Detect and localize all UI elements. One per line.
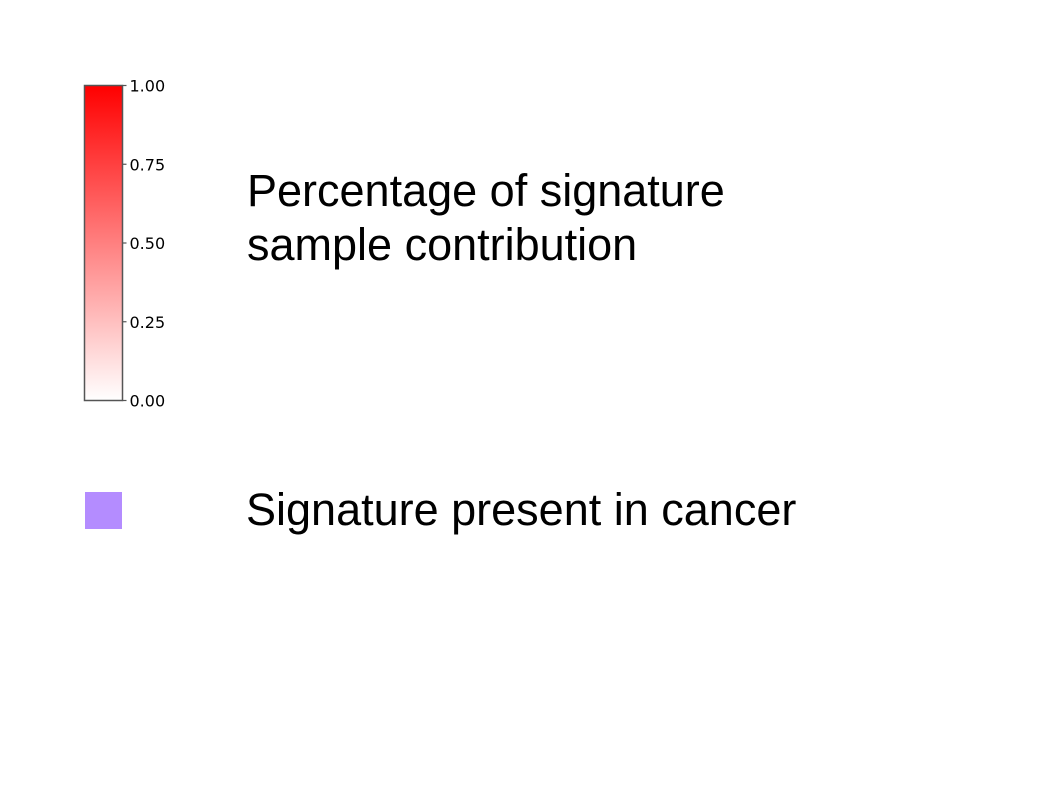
colorbar-title-line-2: sample contribution: [247, 219, 638, 270]
colorbar-gradient: [83, 84, 124, 402]
colorbar-tick-label-1: 0.25: [130, 313, 166, 332]
colorbar-tick-label-2: 0.50: [130, 234, 166, 253]
signature-present-swatch: [85, 492, 122, 529]
colorbar-title: Percentage of signature sample contribut…: [247, 164, 947, 272]
signature-present-label: Signature present in cancer: [246, 484, 797, 535]
colorbar-tick-label-4: 1.00: [130, 77, 166, 96]
colorbar-tick-label-0: 0.00: [130, 392, 166, 411]
colorbar-tick-label-3: 0.75: [130, 155, 166, 174]
colorbar-title-line-1: Percentage of signature: [247, 165, 725, 216]
